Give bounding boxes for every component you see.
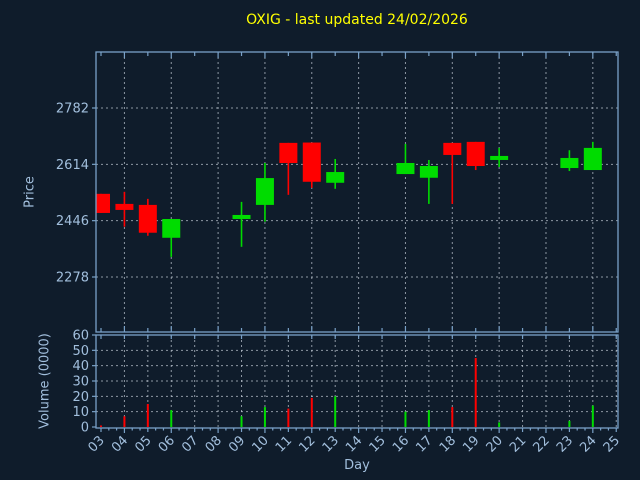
volume-bar-day-13 bbox=[334, 396, 337, 427]
volume-axis-label: Volume (0000) bbox=[37, 333, 53, 429]
day-tick-label: 17 bbox=[413, 433, 435, 455]
price-tick-label: 2446 bbox=[56, 214, 89, 229]
day-tick-label: 08 bbox=[203, 433, 225, 455]
day-tick-label: 13 bbox=[320, 433, 342, 455]
day-tick-label: 07 bbox=[179, 433, 201, 455]
price-tick-label: 2614 bbox=[56, 158, 89, 173]
day-tick-label: 16 bbox=[390, 433, 412, 455]
price-pane-border bbox=[95, 51, 619, 333]
volume-tick-label: 0 bbox=[81, 421, 89, 436]
candle-body-day-4 bbox=[115, 203, 134, 210]
volume-bars-group bbox=[100, 358, 594, 427]
volume-bar-day-23 bbox=[568, 420, 571, 427]
candles-group bbox=[96, 141, 602, 257]
volume-bar-day-3 bbox=[100, 425, 102, 427]
price-axis-label: Price bbox=[22, 176, 38, 208]
candle-body-day-24 bbox=[583, 147, 602, 171]
day-tick-label: 24 bbox=[577, 433, 599, 455]
day-tick-label: 11 bbox=[273, 433, 295, 455]
candle-body-day-20 bbox=[490, 155, 509, 160]
candle-body-day-18 bbox=[443, 142, 462, 155]
volume-tick-label: 10 bbox=[72, 405, 89, 420]
day-tick-label: 25 bbox=[601, 433, 623, 455]
volume-tick-label: 50 bbox=[72, 344, 89, 359]
day-tick-label: 09 bbox=[226, 433, 248, 455]
candle-body-day-16 bbox=[396, 162, 415, 175]
day-tick-label: 15 bbox=[367, 433, 389, 455]
volume-tick-label: 40 bbox=[72, 359, 89, 374]
day-tick-label: 22 bbox=[531, 433, 553, 455]
volume-bar-day-10 bbox=[263, 407, 266, 427]
day-tick-label: 14 bbox=[343, 433, 365, 455]
day-axis-label: Day bbox=[344, 458, 370, 473]
price-tick-label: 2782 bbox=[56, 102, 89, 117]
chart-title: OXIG - last updated 24/02/2026 bbox=[246, 12, 468, 28]
day-tick-label: 18 bbox=[437, 433, 459, 455]
volume-bar-day-16 bbox=[404, 411, 407, 427]
day-tick-label: 04 bbox=[109, 433, 131, 455]
candle-body-day-17 bbox=[419, 166, 438, 178]
candle-body-day-12 bbox=[302, 142, 321, 182]
volume-bar-day-24 bbox=[591, 405, 594, 427]
day-tick-label: 06 bbox=[156, 433, 178, 455]
day-tick-label: 20 bbox=[484, 433, 506, 455]
candle-body-day-13 bbox=[326, 172, 345, 183]
day-tick-label: 03 bbox=[86, 433, 108, 455]
volume-bar-day-17 bbox=[427, 410, 430, 427]
volume-bar-day-18 bbox=[451, 407, 454, 427]
candle-body-day-9 bbox=[232, 214, 251, 219]
day-tick-label: 21 bbox=[507, 433, 529, 455]
volume-bar-day-9 bbox=[240, 416, 243, 427]
volume-bar-day-5 bbox=[146, 404, 149, 427]
volume-tick-label: 20 bbox=[72, 390, 89, 405]
candle-body-day-11 bbox=[279, 142, 298, 163]
day-tick-label: 10 bbox=[249, 433, 271, 455]
volume-bar-day-19 bbox=[474, 358, 477, 427]
day-tick-label: 12 bbox=[296, 433, 318, 455]
day-tick-label: 23 bbox=[554, 433, 576, 455]
volume-bar-day-6 bbox=[170, 410, 173, 427]
day-tick-label: 05 bbox=[132, 433, 154, 455]
volume-bar-day-12 bbox=[310, 397, 313, 427]
volume-bar-day-4 bbox=[123, 416, 126, 427]
volume-tick-label: 30 bbox=[72, 375, 89, 390]
volume-bar-day-11 bbox=[287, 408, 290, 427]
candle-body-day-6 bbox=[162, 218, 181, 238]
candle-body-day-3 bbox=[96, 193, 110, 213]
candle-body-day-10 bbox=[255, 178, 274, 205]
candle-body-day-23 bbox=[560, 157, 579, 169]
volume-tick-label: 60 bbox=[72, 329, 89, 344]
day-tick-label: 19 bbox=[460, 433, 482, 455]
price-tick-label: 2278 bbox=[56, 271, 89, 286]
volume-bar-day-20 bbox=[498, 422, 501, 427]
candle-body-day-19 bbox=[466, 141, 485, 167]
candle-body-day-5 bbox=[138, 204, 157, 233]
